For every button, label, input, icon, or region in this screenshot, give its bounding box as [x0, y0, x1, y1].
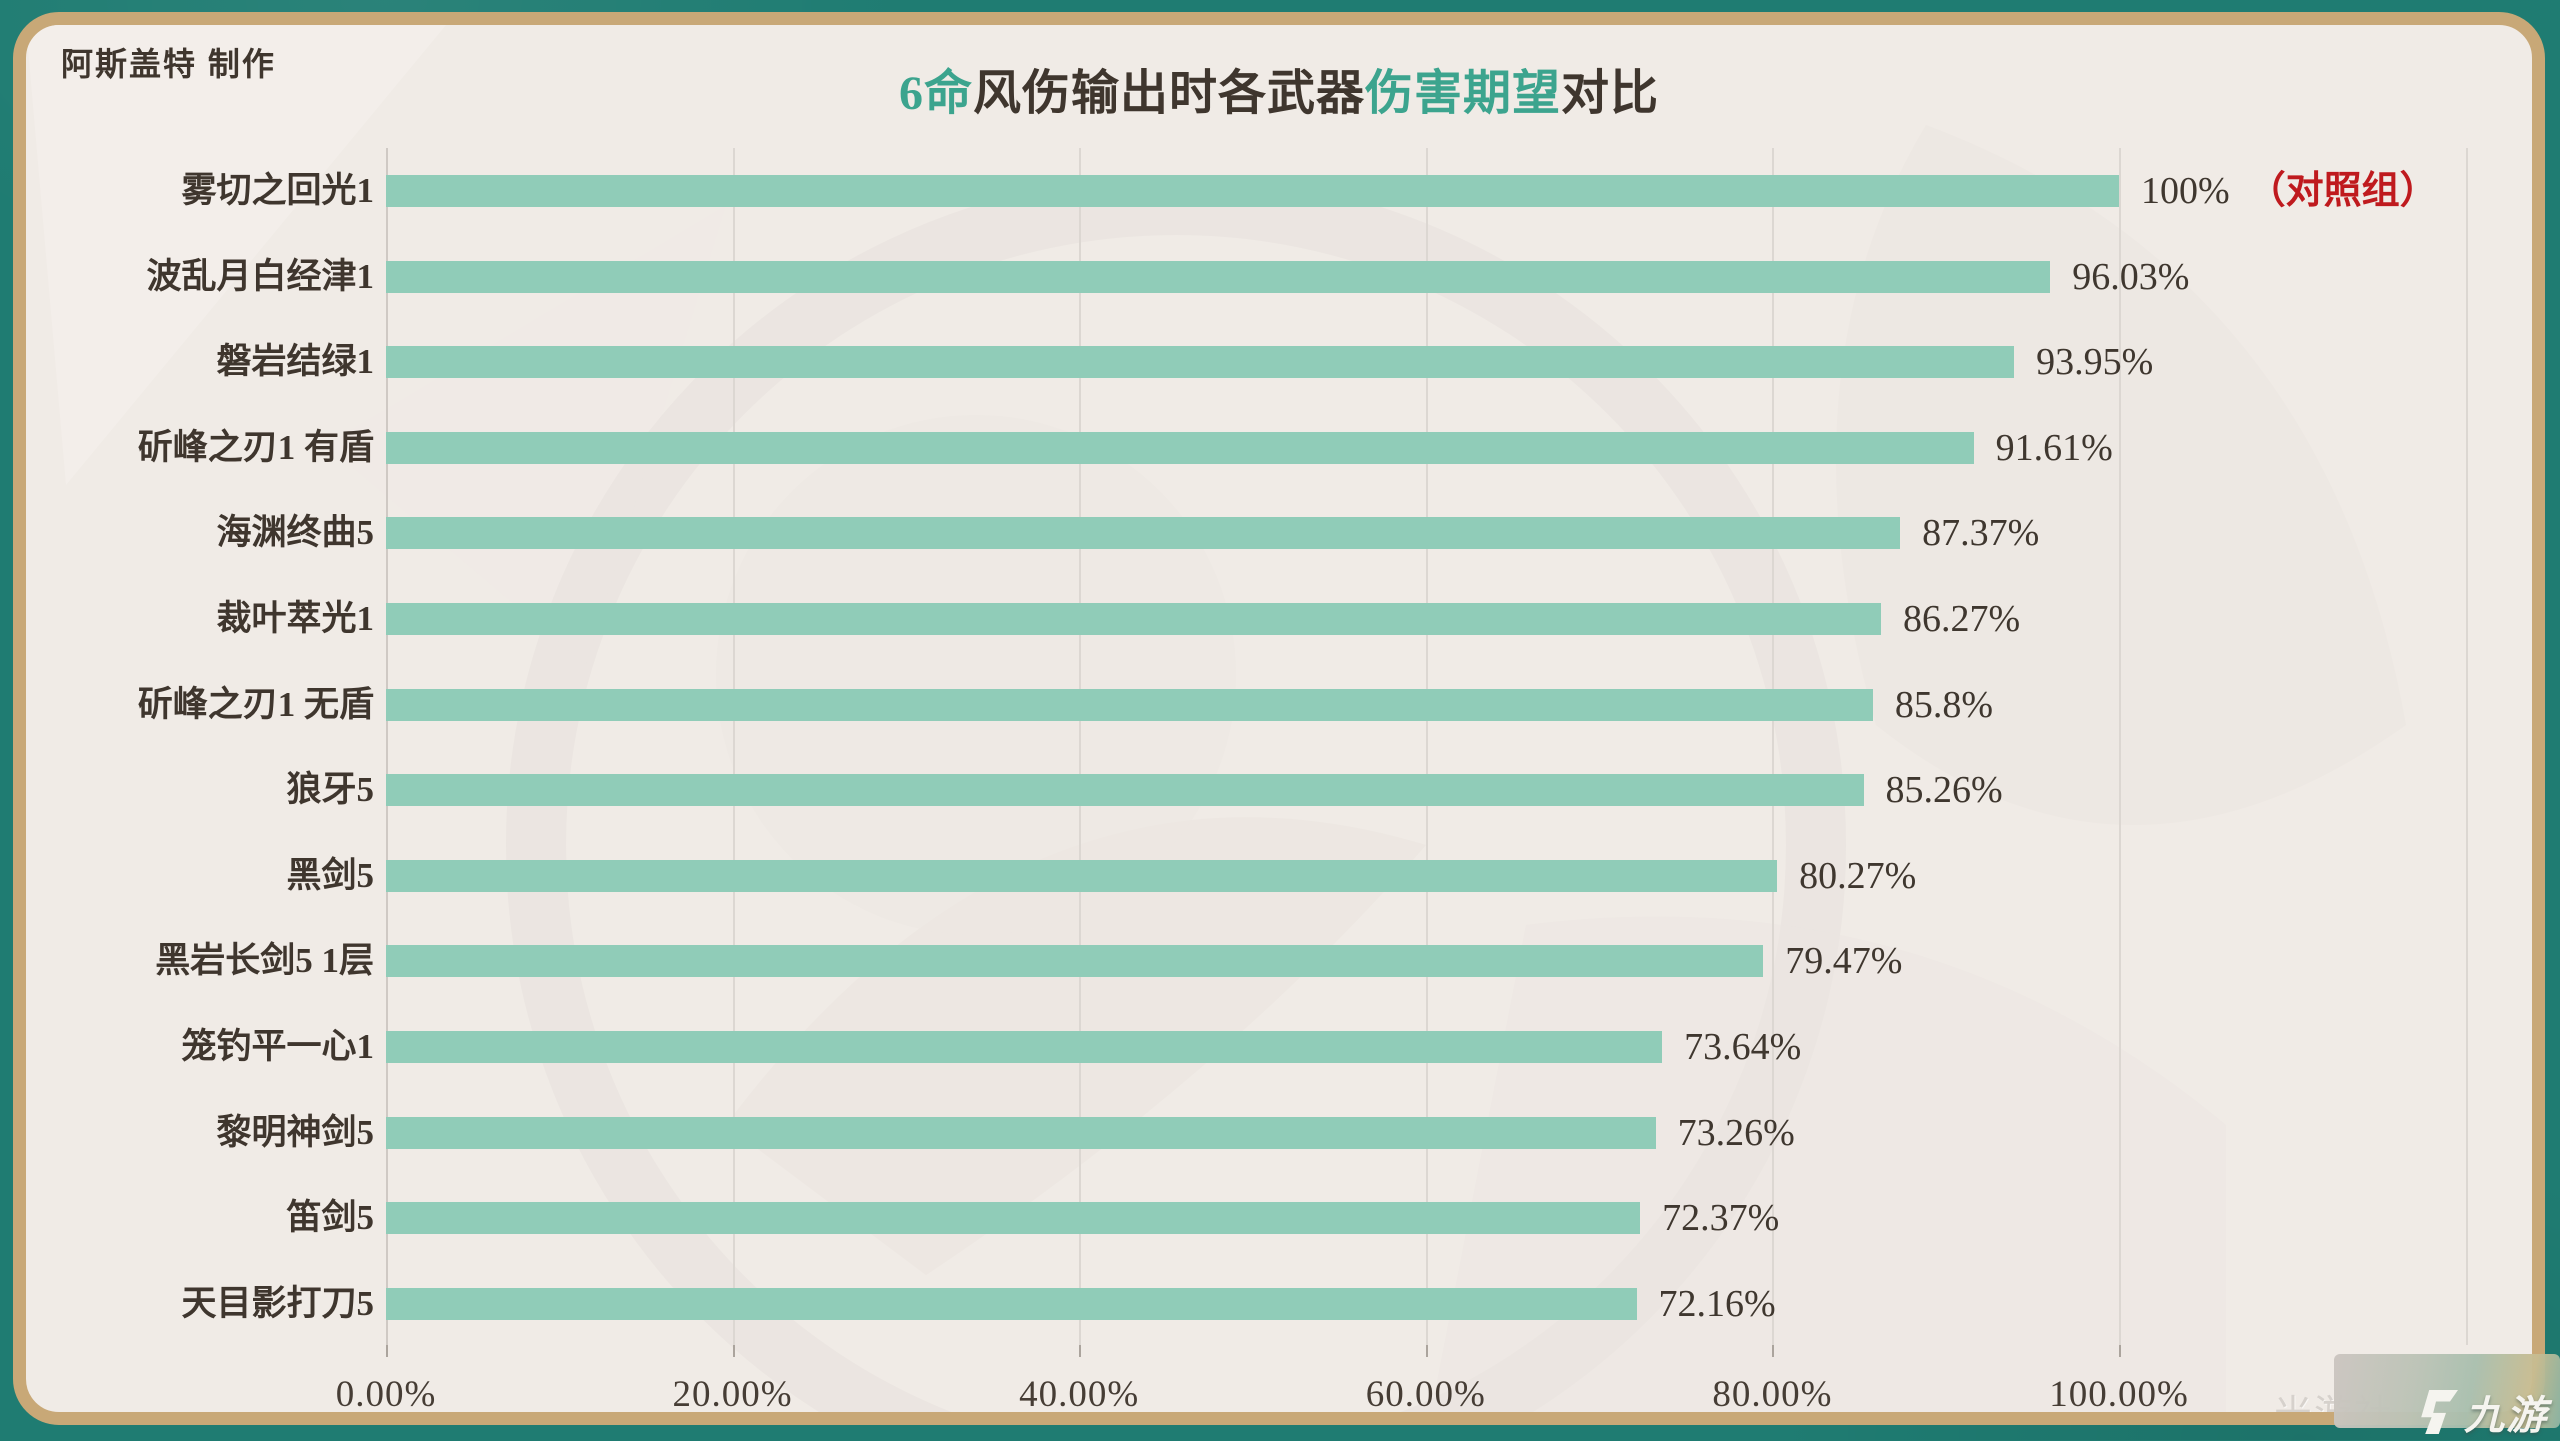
bar-category-label: 笼钓平一心1	[181, 1027, 374, 1066]
bar	[386, 175, 2119, 207]
bar-category-label: 磐岩结绿1	[216, 342, 374, 382]
chart-title-segment: 风伤输出时各武器	[972, 67, 1365, 120]
bar-value-label: 85.26%	[1886, 764, 2003, 816]
bar-value-label: 80.27%	[1799, 850, 1916, 902]
bar-category-label: 雾切之回光1	[181, 171, 374, 210]
bar-value-label: 100% （对照组）	[2141, 165, 2438, 217]
jiuyou-logo-text: 九游	[2464, 1394, 2548, 1438]
bar	[386, 1287, 1637, 1320]
gridline-120	[2465, 148, 2468, 1345]
bar-value-text: 72.16%	[1658, 1282, 1776, 1325]
bar-value-label: 93.95%	[2036, 336, 2153, 388]
x-tick-label: 80.00%	[1712, 1374, 1833, 1415]
gridline-100	[2119, 148, 2121, 1345]
gridline-20	[732, 148, 735, 1345]
x-tick-mark	[1079, 1345, 1082, 1357]
plot-area: 0.00% 20.00% 40.00% 60.00% 80.00% 100.00% 雾切之回…	[26, 25, 2532, 1412]
bar-category-label: 狼牙5	[286, 770, 374, 810]
x-tick-label: 100.00%	[2049, 1374, 2189, 1415]
bar-category-label: 笛剑5	[286, 1198, 374, 1238]
x-tick-mark	[732, 1345, 735, 1357]
bar-value-label: 73.26%	[1678, 1107, 1795, 1159]
x-tick-label: 0.00%	[335, 1374, 437, 1415]
bar	[386, 603, 1882, 635]
bar-category-label: 斫峰之刃1 有盾	[137, 427, 374, 467]
gridline-80	[1772, 148, 1775, 1345]
bar	[386, 517, 1901, 550]
bar-value-text: 85.8%	[1894, 683, 1994, 726]
bar-value-label: 85.8%	[1895, 679, 1993, 731]
gridline-40	[1079, 148, 1082, 1345]
x-tick-mark	[1425, 1345, 1428, 1357]
bar-category-label: 波乱月白经津1	[146, 256, 374, 296]
bar-value-text: 86.27%	[1903, 598, 2021, 640]
bar-value-label: 86.27%	[1903, 593, 2020, 645]
x-tick-mark	[386, 1345, 388, 1357]
bar	[386, 1031, 1663, 1063]
bar-category-label: 天目影打刀5	[181, 1283, 374, 1323]
bar-value-label: 96.03%	[2072, 251, 2189, 303]
bar	[386, 688, 1873, 721]
jiuyou-logo: 九游	[2418, 1386, 2548, 1438]
bar-value-label: 87.37%	[1922, 507, 2039, 559]
bar-value-text: 100%	[2141, 170, 2230, 212]
bar-value-text: 73.64%	[1684, 1026, 1802, 1068]
bar-category-label: 裁叶萃光1	[216, 599, 374, 638]
bar-value-label: 72.16%	[1659, 1278, 1776, 1330]
x-tick-mark	[2119, 1345, 2121, 1357]
chart-title-segment: 6命	[898, 67, 973, 120]
bar-category-label: 黑剑5	[286, 855, 374, 895]
bar	[386, 260, 2051, 293]
chart-card: 阿斯盖特 制作 6命风伤输出时各武器伤害期望对比 0.00% 20.00% 40.0…	[13, 12, 2545, 1425]
bar	[386, 774, 1864, 807]
bar	[386, 1116, 1656, 1149]
chart-title-segment: 伤害期望	[1365, 67, 1562, 120]
x-tick-label: 20.00%	[672, 1374, 793, 1415]
bar	[386, 1202, 1641, 1235]
bar-value-label: 91.61%	[1996, 422, 2113, 474]
bar	[386, 431, 1974, 464]
control-group-note: （对照组）	[2247, 170, 2438, 212]
bar-category-label: 斫峰之刃1 无盾	[137, 684, 374, 724]
bar	[386, 859, 1778, 892]
bar-value-label: 73.64%	[1684, 1021, 1801, 1073]
bar	[386, 945, 1764, 978]
x-tick-mark	[1772, 1345, 1775, 1357]
bar-value-text: 72.37%	[1662, 1197, 1780, 1240]
jiuyou-logo-icon	[2418, 1390, 2458, 1434]
x-tick-label: 40.00%	[1019, 1374, 1140, 1415]
bar-value-label: 79.47%	[1785, 935, 1902, 987]
bar-value-text: 85.26%	[1885, 769, 2003, 812]
y-axis-line	[386, 148, 388, 1345]
bar-value-text: 73.26%	[1677, 1111, 1795, 1154]
bar-value-text: 87.37%	[1922, 512, 2040, 555]
x-tick-label: 60.00%	[1365, 1374, 1486, 1415]
chart-title-segment: 对比	[1561, 67, 1660, 120]
bar-value-text: 96.03%	[2072, 255, 2190, 298]
credit-text: 阿斯盖特 制作	[61, 46, 276, 82]
bar-value-text: 80.27%	[1799, 854, 1917, 897]
gridline-60	[1425, 148, 1428, 1345]
bar-category-label: 黑岩长剑5 1层	[155, 941, 374, 981]
bar	[386, 346, 2015, 379]
bar-value-text: 79.47%	[1785, 940, 1903, 983]
bar-category-label: 海渊终曲5	[216, 513, 374, 553]
chart-title: 6命风伤输出时各武器伤害期望对比	[26, 53, 2532, 123]
bar-value-label: 72.37%	[1662, 1192, 1779, 1244]
bar-category-label: 黎明神剑5	[216, 1112, 374, 1152]
bar-value-text: 93.95%	[2036, 341, 2154, 384]
bar-value-text: 91.61%	[1995, 426, 2113, 469]
